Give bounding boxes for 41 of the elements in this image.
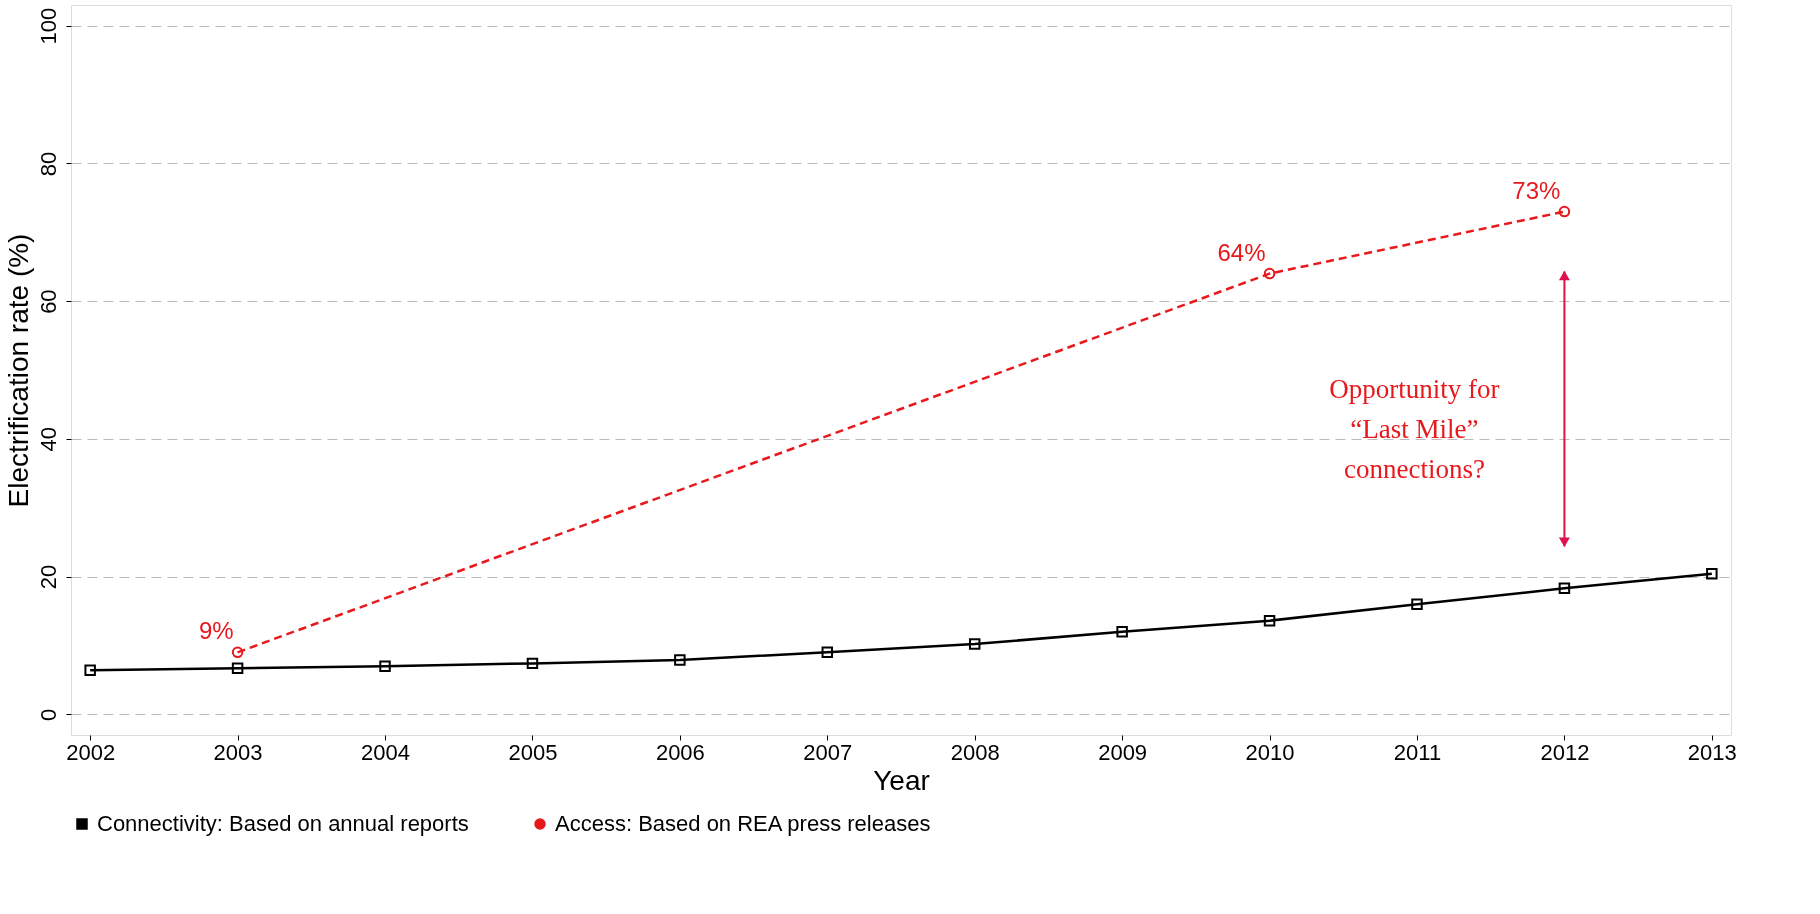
point: [821, 646, 834, 659]
x-tick-label: 2009: [1098, 739, 1148, 765]
point: [1558, 582, 1571, 595]
point: [968, 638, 981, 650]
y-tick-label: 40: [35, 427, 61, 452]
data-label: 9%: [198, 617, 234, 645]
y-tick-label: 60: [35, 289, 61, 314]
x-tick-label: 2005: [508, 739, 558, 765]
point: [1116, 625, 1128, 638]
x-axis-title: Year: [873, 764, 930, 796]
x-tick-label: 2004: [361, 739, 410, 765]
x-tick-label: 2011: [1393, 739, 1442, 765]
point: [84, 664, 96, 677]
y-tick-label: 80: [35, 151, 61, 177]
x-tick-label: 2002: [66, 739, 116, 765]
y-tick-label: 0: [35, 708, 61, 721]
point: [1411, 598, 1423, 610]
x-tick-label: 2006: [655, 739, 705, 765]
point: [526, 657, 539, 670]
annotation: Opportunity for “Last Mile” connections?: [1329, 373, 1500, 484]
y-tick-label: 100: [35, 7, 61, 45]
x-tick-label: 2008: [950, 739, 1000, 765]
data-label: 64%: [1217, 238, 1266, 266]
point: [379, 660, 391, 672]
point: [1263, 614, 1276, 627]
x-tick-label: 2003: [213, 739, 263, 765]
point: [231, 646, 244, 659]
x-tick-label: 2012: [1540, 739, 1590, 765]
point: [1706, 568, 1718, 580]
data-label: 73%: [1512, 176, 1561, 204]
point: [231, 662, 244, 674]
point: [1263, 267, 1276, 280]
x-tick-label: 2013: [1687, 739, 1737, 765]
legend-label: Access: Based on REA press releases: [555, 811, 931, 836]
x-tick-label: 2010: [1245, 739, 1295, 765]
legend-label: Connectivity: Based on annual reports: [97, 811, 469, 836]
point: [1558, 205, 1571, 218]
x-tick-label: 2007: [803, 739, 853, 765]
y-tick-label: 20: [35, 564, 61, 590]
point: [674, 654, 686, 666]
y-axis-title: Electrification rate (%): [2, 233, 34, 508]
